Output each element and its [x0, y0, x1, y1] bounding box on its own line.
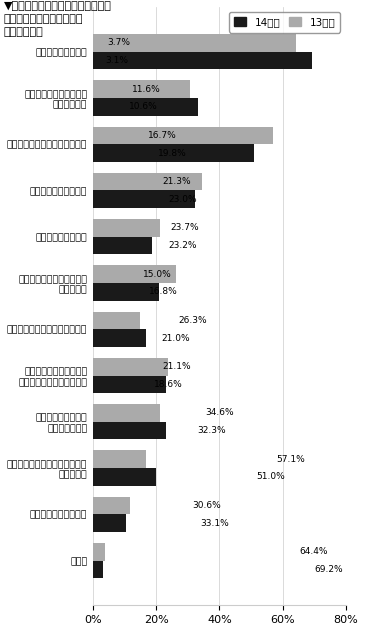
Text: 21.1%: 21.1% — [162, 362, 191, 371]
Text: 57.1%: 57.1% — [276, 455, 305, 464]
Text: 11.6%: 11.6% — [132, 85, 161, 94]
Bar — [93, 358, 168, 375]
Bar — [93, 265, 176, 283]
Bar — [93, 52, 312, 70]
Text: 23.2%: 23.2% — [169, 241, 197, 250]
Bar — [93, 173, 202, 190]
Legend: 14年卒, 13年卒: 14年卒, 13年卒 — [228, 12, 341, 33]
Bar — [93, 514, 127, 532]
Bar — [93, 98, 197, 116]
Text: 16.8%: 16.8% — [149, 288, 177, 296]
Bar — [93, 80, 190, 98]
Text: 21.0%: 21.0% — [162, 334, 191, 343]
Bar — [93, 312, 141, 329]
Bar — [93, 219, 160, 237]
Text: 16.7%: 16.7% — [148, 131, 177, 140]
Bar — [93, 144, 254, 162]
Bar — [93, 404, 160, 422]
Text: 就職活動で不安に思う要因: 就職活動で不安に思う要因 — [4, 14, 83, 24]
Text: 15.0%: 15.0% — [143, 270, 172, 279]
Bar — [93, 422, 166, 439]
Text: 30.6%: 30.6% — [192, 501, 221, 510]
Bar — [93, 497, 130, 514]
Text: 21.3%: 21.3% — [163, 177, 191, 186]
Text: 34.6%: 34.6% — [205, 408, 234, 418]
Bar — [93, 237, 152, 254]
Text: （複数回答）: （複数回答） — [4, 27, 43, 37]
Text: 10.6%: 10.6% — [129, 102, 158, 111]
Bar — [93, 190, 195, 208]
Bar — [93, 329, 146, 347]
Bar — [93, 283, 160, 301]
Bar — [93, 375, 166, 393]
Text: 69.2%: 69.2% — [314, 565, 343, 574]
Bar — [93, 34, 296, 52]
Text: 23.7%: 23.7% — [170, 224, 199, 233]
Text: 3.7%: 3.7% — [107, 39, 130, 47]
Bar — [93, 543, 105, 561]
Bar — [93, 126, 273, 144]
Text: 64.4%: 64.4% — [299, 547, 327, 556]
Bar — [93, 451, 146, 468]
Text: ▼不安が「ある」と回答した方のみ: ▼不安が「ある」と回答した方のみ — [4, 1, 112, 11]
Bar — [93, 468, 155, 485]
Text: 18.6%: 18.6% — [154, 380, 183, 389]
Text: 23.0%: 23.0% — [168, 195, 197, 204]
Bar — [93, 561, 103, 578]
Text: 19.8%: 19.8% — [158, 149, 187, 157]
Text: 33.1%: 33.1% — [200, 519, 229, 528]
Text: 32.3%: 32.3% — [197, 426, 226, 435]
Text: 51.0%: 51.0% — [257, 472, 285, 482]
Text: 3.1%: 3.1% — [105, 56, 128, 65]
Text: 26.3%: 26.3% — [178, 316, 207, 325]
